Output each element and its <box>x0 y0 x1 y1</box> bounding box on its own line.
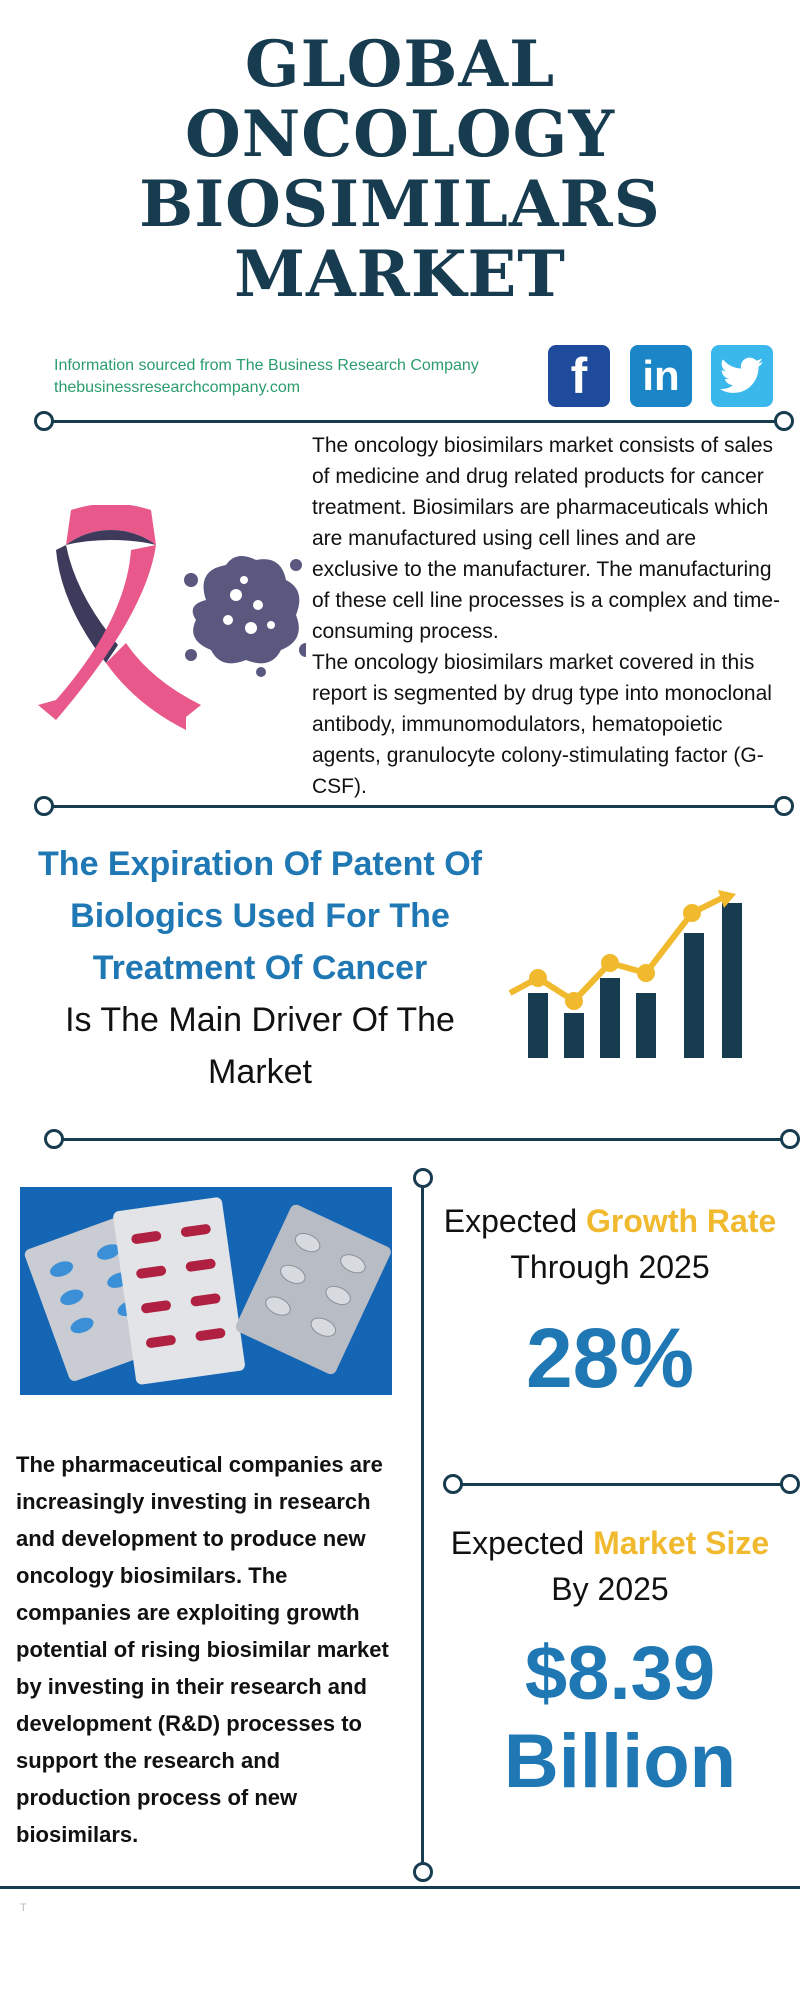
size-prefix: Expected <box>450 1525 594 1561</box>
market-size-unit: Billion <box>503 1719 737 1804</box>
rnd-text: The pharmaceutical companies are increas… <box>16 1452 389 1847</box>
divider-line <box>461 1483 784 1486</box>
illustration <box>38 505 306 730</box>
divider-dot <box>780 1474 800 1494</box>
intro-text: The oncology biosimilars market consists… <box>312 430 782 802</box>
cancer-ribbon-icon <box>38 505 201 730</box>
size-accent: Market Size <box>593 1525 770 1561</box>
divider-dot <box>774 411 794 431</box>
pill-blister-photo <box>20 1187 392 1395</box>
divider-dot <box>44 1129 64 1149</box>
divider-line <box>44 420 784 423</box>
growth-rate-value: 28% <box>525 1311 695 1405</box>
driver-highlight: The Expiration Of Patent Of Biologics Us… <box>38 845 482 987</box>
divider-dot <box>443 1474 463 1494</box>
growth-accent: Growth Rate <box>586 1203 777 1239</box>
growth-rate-label: Expected Growth Rate Through 2025 <box>440 1198 780 1290</box>
title-line: ONCOLOGY <box>184 97 616 172</box>
virus-cell-icon <box>184 556 306 677</box>
divider-dot <box>413 1168 433 1188</box>
title-line: GLOBAL <box>244 27 556 102</box>
divider-dot <box>774 796 794 816</box>
linkedin-glyph: in <box>642 352 680 399</box>
market-size-label: Expected Market Size By 2025 <box>440 1520 780 1612</box>
divider-dot <box>413 1862 433 1882</box>
title-line: MARKET <box>234 237 566 312</box>
divider-dot <box>780 1129 800 1149</box>
facebook-glyph: f <box>570 348 588 404</box>
vertical-divider <box>421 1177 424 1872</box>
divider-dot <box>34 411 54 431</box>
market-size-amount: $8.39 <box>524 1631 716 1716</box>
twitter-bird-icon <box>720 357 764 393</box>
source-credit: Information sourced from The Business Re… <box>54 355 479 399</box>
bottom-divider <box>0 1886 800 1889</box>
driver-statement: Is The Main Driver Of The Market <box>65 1001 455 1091</box>
growth-suffix: Through 2025 <box>510 1249 710 1285</box>
divider-line <box>44 805 784 808</box>
facebook-icon[interactable]: f <box>548 345 610 407</box>
footer-mark: T <box>20 1902 27 1914</box>
market-driver: The Expiration Of Patent Of Biologics Us… <box>30 838 490 1098</box>
title-line: BIOSIMILARS <box>139 167 661 242</box>
linkedin-icon[interactable]: in <box>630 345 692 407</box>
divider-dot <box>34 796 54 816</box>
pill-blister-image <box>20 1187 392 1395</box>
intro-paragraph: The oncology biosimilars market covered … <box>312 651 772 798</box>
page-title: GLOBAL ONCOLOGY BIOSIMILARS MARKET <box>0 30 800 310</box>
twitter-icon[interactable] <box>711 345 773 407</box>
divider-line <box>54 1138 784 1141</box>
intro-paragraph: The oncology biosimilars market consists… <box>312 434 781 643</box>
growth-chart-icon <box>508 890 742 1058</box>
source-url-link[interactable]: thebusinessresearchcompany.com <box>54 379 301 396</box>
market-size-value: $8.39 Billion <box>460 1630 780 1806</box>
source-line: Information sourced from The Business Re… <box>54 357 479 374</box>
growth-prefix: Expected <box>443 1203 587 1239</box>
size-suffix: By 2025 <box>551 1571 669 1607</box>
